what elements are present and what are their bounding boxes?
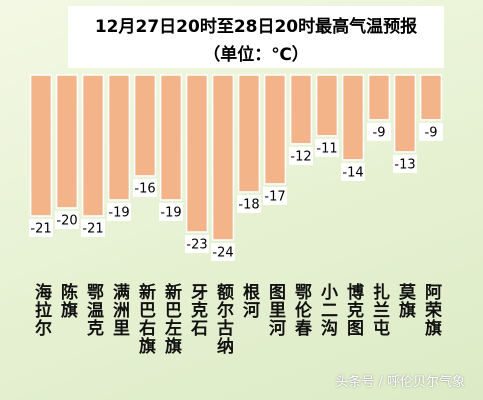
value-label-bg [211, 242, 235, 261]
value-label: -14 [342, 165, 363, 180]
chart-subtitle: （单位：℃） [203, 45, 309, 65]
value-label: -24 [212, 245, 233, 260]
bar [419, 74, 443, 121]
bar [185, 74, 209, 233]
value-label: -23 [186, 237, 207, 252]
value-label: -19 [108, 205, 129, 220]
x-tick-label: 根河 [239, 283, 259, 319]
value-label-bg [263, 186, 287, 205]
value-label: -19 [160, 205, 181, 220]
bar [263, 74, 287, 185]
x-tick-label: 莫旗 [395, 283, 415, 319]
value-label-bg [419, 122, 443, 141]
x-tick-label: 博克图 [343, 283, 363, 337]
x-tick-label: 额尔古纳 [213, 283, 233, 355]
bar [237, 74, 261, 193]
value-label-bg [393, 154, 417, 173]
value-label: -20 [56, 213, 77, 228]
bar [211, 74, 235, 241]
title-box: 12月27日20时至28日20时最高气温预报 （单位：℃） [68, 6, 444, 68]
value-label-bg [237, 194, 261, 213]
value-label-bg [367, 122, 391, 141]
value-label: -9 [425, 125, 438, 140]
value-label-bg [133, 178, 157, 197]
value-label-bg [81, 218, 105, 237]
value-label: -17 [264, 189, 285, 204]
x-tick-label: 新巴右旗 [135, 283, 155, 355]
bar [107, 74, 131, 201]
value-label: -11 [316, 141, 337, 156]
bar [133, 74, 157, 177]
watermark: 头条号 / 呼伦贝尔气象 [335, 375, 465, 390]
x-tick-label: 满洲里 [109, 283, 129, 337]
x-tick-label: 牙克石 [187, 283, 207, 337]
value-label-bg [315, 138, 339, 157]
bar [393, 74, 417, 153]
x-tick-label: 鄂伦春 [291, 283, 311, 337]
value-label: -18 [238, 197, 259, 212]
value-label: -12 [290, 149, 311, 164]
bar [159, 74, 183, 201]
value-label: -21 [82, 221, 103, 236]
bar [81, 74, 105, 217]
bar [367, 74, 391, 121]
x-tick-label: 扎兰屯 [369, 283, 389, 337]
value-label-bg [159, 202, 183, 221]
bar [55, 74, 79, 209]
x-tick-label: 小二沟 [317, 283, 337, 337]
x-tick-label: 海拉尔 [31, 283, 51, 337]
value-label: -9 [373, 125, 386, 140]
value-label-bg [185, 234, 209, 253]
value-label-bg [29, 218, 53, 237]
value-label: -16 [134, 181, 155, 196]
value-label-bg [107, 202, 131, 221]
bar [341, 74, 365, 161]
bar [315, 74, 339, 137]
value-label-bg [341, 162, 365, 181]
x-tick-label: 阿荣旗 [421, 283, 441, 337]
bar [29, 74, 53, 217]
value-label-bg [55, 210, 79, 229]
bar [289, 74, 313, 145]
x-tick-label: 陈旗 [57, 283, 77, 319]
x-tick-label: 鄂温克 [83, 283, 103, 337]
chart-title: 12月27日20时至28日20时最高气温预报 [94, 17, 418, 37]
value-label: -21 [30, 221, 51, 236]
x-tick-label: 新巴左旗 [161, 283, 181, 355]
value-label: -13 [394, 157, 415, 172]
x-tick-label: 图里河 [265, 283, 285, 337]
value-label-bg [289, 146, 313, 165]
